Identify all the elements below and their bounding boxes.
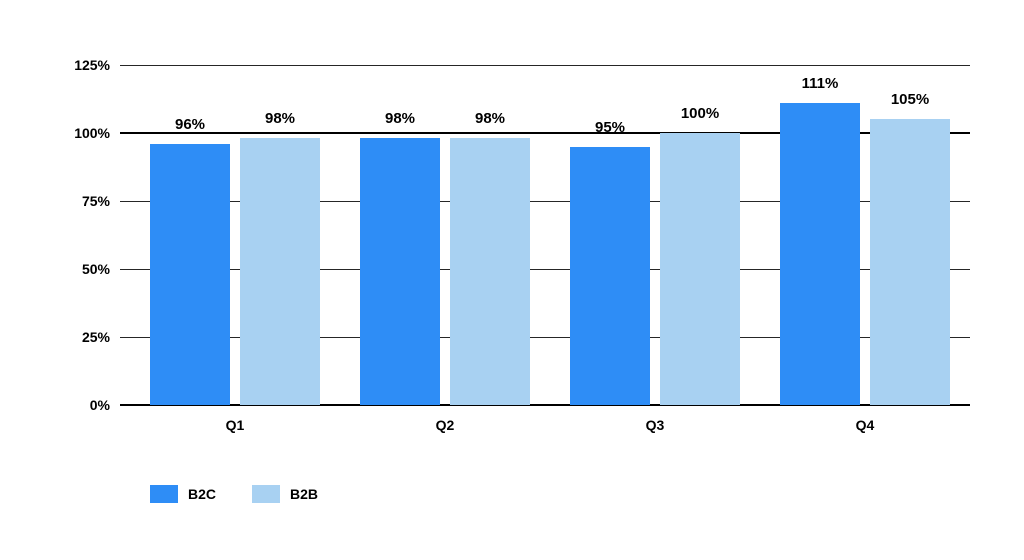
legend-label: B2C — [188, 486, 216, 502]
x-tick-q3: Q3 — [646, 417, 665, 433]
bar-b2c-q2: 98% — [360, 138, 440, 405]
y-tick-25: 25% — [66, 329, 110, 345]
bar-b2b-q1: 98% — [240, 138, 320, 405]
bar-b2b-q4: 105% — [870, 119, 950, 405]
y-tick-100: 100% — [66, 125, 110, 141]
bar-value-label: 98% — [450, 110, 530, 127]
bar-value-label: 96% — [150, 116, 230, 133]
y-tick-50: 50% — [66, 261, 110, 277]
legend: B2C B2B — [150, 485, 318, 503]
legend-swatch — [252, 485, 280, 503]
bar-b2b-q2: 98% — [450, 138, 530, 405]
bar-b2c-q1: 96% — [150, 144, 230, 405]
bar-b2c-q4: 111% — [780, 103, 860, 405]
bars-layer: 96%98%98%98%95%100%111%105% — [120, 65, 970, 405]
bar-value-label: 98% — [360, 110, 440, 127]
legend-item-b2b: B2B — [252, 485, 318, 503]
x-tick-q2: Q2 — [436, 417, 455, 433]
bar-b2c-q3: 95% — [570, 147, 650, 405]
legend-label: B2B — [290, 486, 318, 502]
bar-value-label: 111% — [780, 75, 860, 92]
bar-chart: 0% 25% 50% 75% 100% 125% 96%98%98%98%95%… — [70, 65, 970, 425]
x-tick-q4: Q4 — [856, 417, 875, 433]
bar-value-label: 100% — [660, 105, 740, 122]
bar-value-label: 95% — [570, 119, 650, 136]
legend-swatch — [150, 485, 178, 503]
plot-area: 96%98%98%98%95%100%111%105% — [120, 65, 970, 405]
y-tick-125: 125% — [66, 57, 110, 73]
y-tick-0: 0% — [66, 397, 110, 413]
bar-value-label: 98% — [240, 110, 320, 127]
bar-value-label: 105% — [870, 91, 950, 108]
bar-b2b-q3: 100% — [660, 133, 740, 405]
x-tick-q1: Q1 — [226, 417, 245, 433]
y-tick-75: 75% — [66, 193, 110, 209]
legend-item-b2c: B2C — [150, 485, 216, 503]
